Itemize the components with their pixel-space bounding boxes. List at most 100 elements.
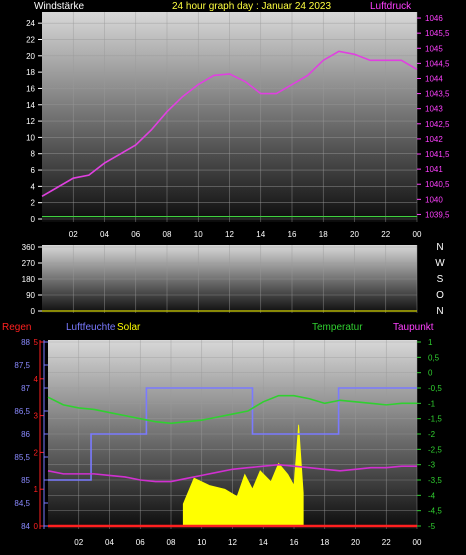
- climate-legend: Regen Luftfeuchte Solar Temperatur Taupunkt: [2, 322, 434, 333]
- taupunkt-line: [47, 463, 417, 483]
- humidity-tick-label: 86,5: [14, 407, 30, 416]
- x-tick-label: 12: [225, 230, 234, 239]
- solar-area: [182, 424, 304, 527]
- legend-luftfeuchte: Luftfeuchte: [66, 322, 116, 333]
- pressure-tick-label: 1042,5: [425, 120, 450, 129]
- x-tick-label: 14: [256, 230, 265, 239]
- humidity-tick-label: 87: [21, 384, 30, 393]
- x-tick-label: 08: [163, 230, 172, 239]
- x-tick-label: 20: [351, 538, 360, 547]
- x-tick-label: 12: [228, 538, 237, 547]
- pressure-grid: [42, 12, 418, 222]
- compass-label: N: [436, 242, 443, 253]
- x-tick-label: 16: [288, 230, 297, 239]
- humidity-tick-label: 85,5: [14, 453, 30, 462]
- x-tick-label: 18: [319, 230, 328, 239]
- wind-tick-label: 8: [31, 150, 36, 159]
- x-tick-label: 10: [197, 538, 206, 547]
- pressure-tick-label: 1040,5: [425, 180, 450, 189]
- compass-label: S: [437, 274, 444, 285]
- pressure-tick-label: 1046: [425, 14, 443, 23]
- temperature-tick-label: -4,5: [428, 507, 442, 516]
- wind-tick-label: 18: [26, 68, 35, 77]
- x-tick-label: 04: [105, 538, 114, 547]
- pressure-tick-label: 1045,5: [425, 29, 450, 38]
- pressure-tick-label: 1039,5: [425, 210, 450, 219]
- x-tick-label: 00: [413, 230, 422, 239]
- x-tick-label: 00: [413, 538, 422, 547]
- solar-fill: [182, 424, 304, 527]
- temperatur-line: [47, 394, 417, 425]
- direction-tick-label: 360: [22, 243, 36, 252]
- wind-tick-label: 24: [26, 19, 35, 28]
- chart-title: 24 hour graph day : Januar 24 2023: [172, 1, 331, 12]
- direction-tick-label: 270: [22, 259, 36, 268]
- humidity-tick-label: 86: [21, 430, 30, 439]
- x-tick-label: 04: [100, 230, 109, 239]
- pressure-tick-label: 1043,5: [425, 90, 450, 99]
- pressure-tick-label: 1040: [425, 195, 443, 204]
- pressure-series: [41, 50, 418, 218]
- x-tick-label: 14: [259, 538, 268, 547]
- pressure-tick-label: 1041,5: [425, 150, 450, 159]
- humidity-tick-label: 85: [21, 476, 30, 485]
- humidity-tick-label: 84,5: [14, 499, 30, 508]
- compass-label: O: [436, 290, 444, 301]
- rain-tick-label: 2: [34, 448, 39, 457]
- legend-taupunkt: Taupunkt: [393, 322, 434, 333]
- legend-regen: Regen: [2, 322, 31, 333]
- wind-tick-label: 20: [26, 52, 35, 61]
- luftfeuchte-line: [48, 387, 417, 481]
- x-tick-label: 16: [290, 538, 299, 547]
- humidity-tick-label: 87,5: [14, 361, 30, 370]
- x-tick-label: 08: [167, 538, 176, 547]
- rain-tick-label: 0: [34, 522, 39, 531]
- temperature-tick-label: 0: [428, 369, 433, 378]
- temperature-tick-label: -1,5: [428, 415, 442, 424]
- pressure-x-ticks: 02 04 06 08 10 12 14 16 18 20 22 00: [69, 230, 422, 239]
- pressure-tick-label: 1043: [425, 105, 443, 114]
- x-tick-label: 18: [320, 538, 329, 547]
- legend-solar: Solar: [117, 322, 141, 333]
- x-tick-label: 06: [136, 538, 145, 547]
- wind-tick-label: 12: [26, 117, 35, 126]
- compass-label: N: [436, 306, 443, 317]
- wind-tick-label: 0: [31, 215, 36, 224]
- temperature-tick-label: -2,5: [428, 445, 442, 454]
- pressure-tick-label: 1044,5: [425, 59, 450, 68]
- climate-series: [47, 387, 417, 528]
- legend-temperatur: Temperatur: [312, 322, 363, 333]
- direction-tick-label: 180: [22, 275, 36, 284]
- x-tick-label: 22: [382, 538, 391, 547]
- x-tick-label: 02: [74, 538, 83, 547]
- wind-tick-label: 2: [31, 199, 36, 208]
- wind-tick-label: 10: [26, 133, 35, 142]
- humidity-tick-label: 84: [21, 522, 30, 531]
- climate-x-ticks: 02 04 06 08 10 12 14 16 18 20 22 00: [74, 538, 422, 547]
- direction-tick-label: 0: [31, 307, 36, 316]
- humidity-ticks: 84 84,5 85 85,5 86 86,5 87 87,5 88: [14, 338, 48, 531]
- direction-tick-label: 90: [26, 291, 35, 300]
- humidity-tick-label: 88: [21, 338, 30, 347]
- rain-tick-label: 1: [34, 485, 39, 494]
- wind-tick-label: 14: [26, 101, 35, 110]
- compass-label: W: [435, 258, 445, 269]
- x-tick-label: 10: [194, 230, 203, 239]
- wind-tick-label: 16: [26, 84, 35, 93]
- temperature-tick-label: -5: [428, 522, 436, 531]
- temperature-tick-label: -2: [428, 430, 436, 439]
- x-tick-label: 02: [69, 230, 78, 239]
- x-tick-label: 06: [131, 230, 140, 239]
- x-tick-label: 22: [381, 230, 390, 239]
- x-tick-label: 20: [350, 230, 359, 239]
- rain-tick-label: 4: [34, 375, 39, 384]
- wind-tick-label: 4: [31, 182, 36, 191]
- temperature-tick-label: -0,5: [428, 384, 442, 393]
- pressure-tick-label: 1041: [425, 165, 443, 174]
- pressure-line: [41, 50, 418, 198]
- pressure-tick-label: 1042: [425, 135, 443, 144]
